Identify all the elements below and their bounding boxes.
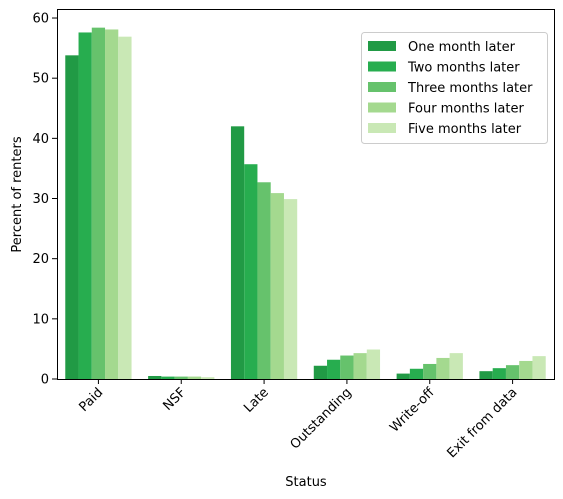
y-tick-label: 60 xyxy=(32,12,49,27)
bar xyxy=(492,368,506,379)
bar xyxy=(505,365,520,379)
bar xyxy=(340,355,354,379)
bar xyxy=(105,29,119,380)
bar xyxy=(327,359,341,379)
y-tick-label: 40 xyxy=(32,132,49,147)
y-axis-label: Percent of renters xyxy=(10,136,25,252)
legend-label: Five months later xyxy=(408,122,522,137)
bars-layer xyxy=(65,27,546,380)
bar xyxy=(78,32,92,380)
bar xyxy=(353,353,367,379)
bar xyxy=(396,373,410,379)
legend-label: One month later xyxy=(408,40,516,55)
bar xyxy=(313,365,328,379)
bar xyxy=(436,357,450,379)
y-axis: 0 10 20 30 40 50 60 xyxy=(32,12,57,388)
bar xyxy=(65,55,79,379)
bar xyxy=(409,368,424,379)
bar xyxy=(257,182,271,379)
legend-swatch xyxy=(368,41,396,51)
legend: One month later Two months later Three mon… xyxy=(361,32,548,144)
bar xyxy=(283,199,298,379)
bar xyxy=(230,126,245,379)
legend-items: One month later Two months later Three mon… xyxy=(368,40,533,137)
bar xyxy=(187,376,202,379)
bar xyxy=(161,376,175,379)
bar xyxy=(532,356,546,379)
y-tick-label: 0 xyxy=(41,373,49,388)
legend-label: Two months later xyxy=(407,61,520,76)
legend-label: Four months later xyxy=(408,102,524,117)
bar xyxy=(148,375,162,379)
y-tick-label: 30 xyxy=(32,192,49,207)
bar xyxy=(91,27,106,380)
legend-frame xyxy=(361,32,548,144)
legend-swatch xyxy=(368,102,396,113)
plot-frame xyxy=(57,9,555,380)
bar xyxy=(423,363,437,379)
bar xyxy=(118,36,132,380)
y-tick-label: 10 xyxy=(32,312,49,327)
bar xyxy=(479,371,493,379)
y-tick-label: 50 xyxy=(32,72,49,87)
x-axis-label: Status xyxy=(285,475,327,490)
legend-swatch xyxy=(368,123,396,133)
legend-label: Three months later xyxy=(407,81,533,96)
bar xyxy=(366,349,381,379)
y-tick-label: 20 xyxy=(32,252,49,267)
bar xyxy=(270,193,284,379)
bar xyxy=(201,377,215,379)
bar xyxy=(449,353,463,379)
bar xyxy=(244,164,258,379)
legend-swatch xyxy=(368,61,396,72)
bar xyxy=(174,376,188,379)
legend-swatch xyxy=(368,82,396,92)
bar xyxy=(519,360,533,379)
